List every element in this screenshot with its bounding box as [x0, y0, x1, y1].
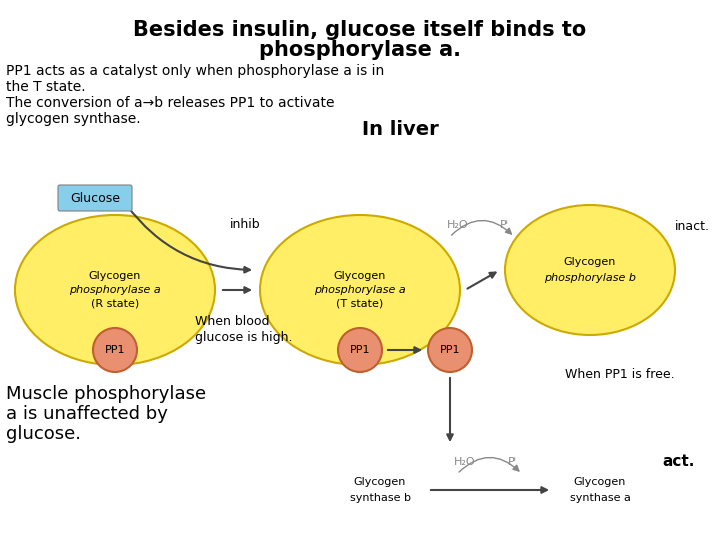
Text: When blood: When blood [195, 315, 269, 328]
Text: PP1: PP1 [104, 345, 125, 355]
Text: In liver: In liver [361, 120, 438, 139]
Ellipse shape [15, 215, 215, 365]
Text: H₂O: H₂O [454, 457, 476, 467]
Text: Muscle phosphorylase: Muscle phosphorylase [6, 385, 206, 403]
Text: PP1: PP1 [350, 345, 370, 355]
Text: phosphorylase a: phosphorylase a [314, 285, 406, 295]
Text: Pᴵ: Pᴵ [500, 220, 509, 230]
Text: When PP1 is free.: When PP1 is free. [565, 368, 675, 381]
Text: H₂O: H₂O [446, 220, 468, 230]
Text: glucose is high.: glucose is high. [195, 331, 292, 344]
Text: Glycogen: Glycogen [574, 477, 626, 487]
Ellipse shape [260, 215, 460, 365]
Text: Glycogen: Glycogen [334, 271, 386, 281]
Text: PP1: PP1 [440, 345, 460, 355]
Text: inhib: inhib [230, 219, 261, 232]
Text: Glucose: Glucose [70, 192, 120, 205]
Text: Glycogen: Glycogen [354, 477, 406, 487]
Circle shape [93, 328, 137, 372]
Text: the T state.: the T state. [6, 80, 86, 94]
Circle shape [338, 328, 382, 372]
Text: glycogen synthase.: glycogen synthase. [6, 112, 140, 126]
Text: Pᴵ: Pᴵ [508, 457, 516, 467]
Text: The conversion of a→b releases PP1 to activate: The conversion of a→b releases PP1 to ac… [6, 96, 335, 110]
Text: phosphorylase b: phosphorylase b [544, 273, 636, 283]
Text: inact.: inact. [675, 220, 710, 233]
Circle shape [428, 328, 472, 372]
Text: (R state): (R state) [91, 299, 139, 309]
Text: (T state): (T state) [336, 299, 384, 309]
FancyBboxPatch shape [58, 185, 132, 211]
Text: PP1 acts as a catalyst only when phosphorylase a is in: PP1 acts as a catalyst only when phospho… [6, 64, 384, 78]
Text: act.: act. [662, 455, 695, 469]
Text: Besides insulin, glucose itself binds to: Besides insulin, glucose itself binds to [133, 20, 587, 40]
Text: Glycogen: Glycogen [564, 257, 616, 267]
Text: glucose.: glucose. [6, 425, 81, 443]
Text: synthase b: synthase b [349, 493, 410, 503]
Ellipse shape [505, 205, 675, 335]
Text: phosphorylase a.: phosphorylase a. [259, 40, 461, 60]
Text: a is unaffected by: a is unaffected by [6, 405, 168, 423]
Text: phosphorylase a: phosphorylase a [69, 285, 161, 295]
Text: Glycogen: Glycogen [89, 271, 141, 281]
Text: synthase a: synthase a [570, 493, 631, 503]
